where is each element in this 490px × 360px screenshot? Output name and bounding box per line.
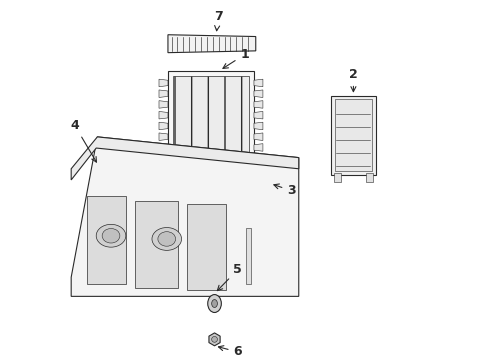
Bar <box>331 96 376 175</box>
Polygon shape <box>159 154 168 162</box>
Text: 1: 1 <box>223 48 249 68</box>
Text: 3: 3 <box>274 184 296 197</box>
Polygon shape <box>254 133 263 140</box>
Polygon shape <box>159 112 168 119</box>
Polygon shape <box>159 79 168 87</box>
Polygon shape <box>254 144 263 151</box>
Bar <box>334 174 341 183</box>
Bar <box>246 228 251 284</box>
Polygon shape <box>159 101 168 108</box>
Polygon shape <box>209 333 220 346</box>
Bar <box>168 71 254 210</box>
Ellipse shape <box>158 232 175 246</box>
Polygon shape <box>71 137 299 180</box>
Bar <box>366 174 373 183</box>
Text: 4: 4 <box>71 119 97 162</box>
Polygon shape <box>254 79 263 87</box>
Text: 5: 5 <box>218 263 242 291</box>
Polygon shape <box>254 112 263 119</box>
Polygon shape <box>71 137 299 296</box>
Polygon shape <box>254 122 263 130</box>
Text: 7: 7 <box>214 10 222 31</box>
Text: 6: 6 <box>219 346 242 359</box>
Ellipse shape <box>102 229 120 243</box>
Ellipse shape <box>96 224 126 247</box>
Polygon shape <box>87 196 126 284</box>
Ellipse shape <box>208 294 221 312</box>
Polygon shape <box>159 176 168 184</box>
Polygon shape <box>254 197 263 205</box>
Polygon shape <box>135 201 178 288</box>
Polygon shape <box>254 187 263 194</box>
Ellipse shape <box>152 228 182 250</box>
Polygon shape <box>159 90 168 98</box>
Polygon shape <box>159 144 168 151</box>
Bar <box>335 99 372 171</box>
Polygon shape <box>159 165 168 173</box>
Polygon shape <box>159 187 168 194</box>
Text: 2: 2 <box>349 68 358 92</box>
Polygon shape <box>256 173 275 194</box>
Polygon shape <box>254 154 263 162</box>
Ellipse shape <box>212 300 218 307</box>
Polygon shape <box>159 122 168 130</box>
Polygon shape <box>254 90 263 98</box>
Polygon shape <box>254 176 263 184</box>
Polygon shape <box>254 165 263 173</box>
Ellipse shape <box>212 337 218 342</box>
Polygon shape <box>159 197 168 205</box>
Polygon shape <box>159 133 168 140</box>
Polygon shape <box>168 35 256 53</box>
Bar <box>173 76 248 205</box>
Polygon shape <box>254 101 263 108</box>
Polygon shape <box>187 204 226 290</box>
